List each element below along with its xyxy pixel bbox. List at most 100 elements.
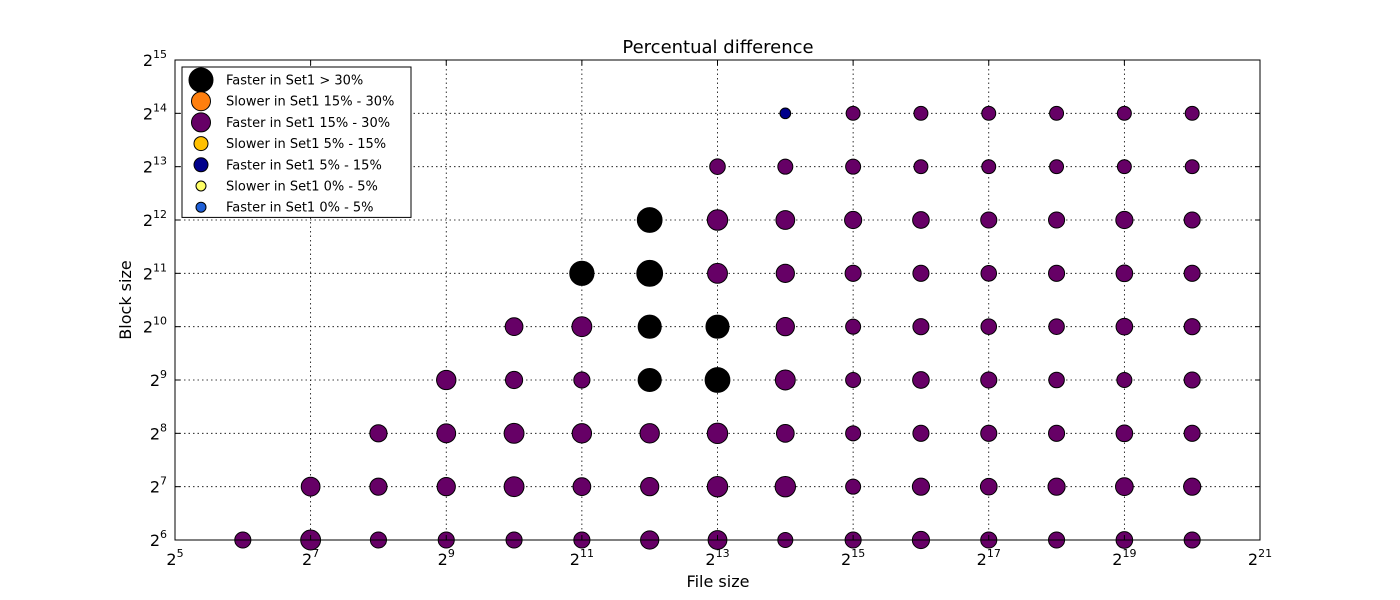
data-point <box>912 371 930 389</box>
data-point <box>779 107 792 120</box>
data-point <box>1047 477 1066 496</box>
x-tick-exponent: 21 <box>1258 547 1272 560</box>
data-point <box>706 475 729 498</box>
x-tick-exponent: 13 <box>716 547 730 560</box>
x-tick-label: 25 <box>166 547 183 569</box>
data-point <box>777 158 794 175</box>
y-tick-base: 2 <box>143 51 153 70</box>
legend-marker <box>193 157 209 173</box>
data-point <box>572 477 592 497</box>
data-point <box>980 371 998 389</box>
y-tick-base: 2 <box>143 104 153 123</box>
x-tick-base: 2 <box>705 550 715 569</box>
data-point <box>1049 159 1065 175</box>
x-axis-label: File size <box>687 572 750 591</box>
y-tick-label: 29 <box>150 368 167 390</box>
data-point <box>912 424 930 442</box>
x-tick-label: 215 <box>841 547 865 569</box>
data-point <box>911 477 931 496</box>
y-tick-exponent: 11 <box>153 261 167 274</box>
data-point <box>774 475 797 498</box>
legend-label: Faster in Set1 0% - 5% <box>226 201 374 216</box>
x-tick-base: 2 <box>570 550 580 569</box>
legend-marker <box>191 112 211 133</box>
axis-ticks: 25 27 29 211 213 215 217 219 2212627282921021121… <box>143 48 1272 569</box>
data-point <box>845 105 861 121</box>
data-point <box>707 262 728 284</box>
y-tick-exponent: 6 <box>160 528 167 541</box>
y-tick-exponent: 12 <box>153 208 167 221</box>
legend: Faster in Set1 > 30% Slower in Set1 15% -… <box>181 66 412 218</box>
legend-label: Slower in Set1 5% - 15% <box>226 137 386 152</box>
legend-marker <box>188 67 214 93</box>
data-point <box>1048 371 1065 389</box>
y-tick-label: 213 <box>143 155 167 177</box>
y-tick-base: 2 <box>143 318 153 337</box>
y-tick-exponent: 14 <box>153 101 167 114</box>
data-point <box>912 264 930 282</box>
y-tick-base: 2 <box>150 424 160 443</box>
x-tick-exponent: 19 <box>1122 547 1136 560</box>
data-point <box>1048 211 1066 229</box>
data-point <box>775 210 796 230</box>
data-point <box>571 316 593 338</box>
data-point <box>636 207 663 233</box>
data-point <box>503 422 525 444</box>
legend-marker <box>193 136 209 152</box>
x-tick-base: 2 <box>1248 550 1258 569</box>
y-tick-base: 2 <box>150 371 160 390</box>
y-tick-exponent: 7 <box>160 475 167 488</box>
x-tick-label: 29 <box>438 547 455 569</box>
data-point <box>980 318 998 335</box>
data-point <box>1184 159 1200 175</box>
y-tick-base: 2 <box>143 211 153 230</box>
data-point <box>573 371 591 389</box>
data-point <box>980 424 998 442</box>
data-point <box>636 259 664 287</box>
data-point <box>845 318 862 335</box>
data-point <box>1048 318 1065 335</box>
data-point <box>1115 424 1134 443</box>
data-point <box>845 478 862 495</box>
data-point <box>503 476 525 498</box>
data-point <box>504 317 524 337</box>
legend-box <box>181 66 412 218</box>
legend-label: Slower in Set1 0% - 5% <box>226 180 378 195</box>
x-tick-base: 2 <box>977 550 987 569</box>
y-tick-exponent: 15 <box>153 48 167 61</box>
data-point <box>981 159 997 175</box>
data-point <box>775 317 795 337</box>
y-axis-label: Block size <box>116 260 135 339</box>
data-point <box>639 423 660 444</box>
data-point <box>1049 105 1065 121</box>
data-point <box>845 425 862 442</box>
y-tick-base: 2 <box>150 531 160 550</box>
data-point <box>1183 477 1202 496</box>
x-tick-exponent: 17 <box>987 547 1001 560</box>
data-point <box>640 477 660 497</box>
data-point <box>775 423 795 443</box>
data-point <box>1184 105 1200 121</box>
y-tick-label: 215 <box>143 48 167 70</box>
data-point <box>706 209 729 231</box>
data-point <box>1183 371 1201 389</box>
x-tick-exponent: 15 <box>851 547 865 560</box>
legend-marker <box>191 91 211 112</box>
x-tick-label: 221 <box>1248 547 1272 569</box>
x-tick-base: 2 <box>166 550 176 569</box>
data-point <box>1048 264 1066 282</box>
y-tick-exponent: 10 <box>153 315 167 328</box>
data-point <box>436 477 456 497</box>
x-tick-exponent: 5 <box>177 547 184 560</box>
legend-marker <box>195 180 207 192</box>
x-tick-label: 27 <box>302 547 319 569</box>
y-tick-label: 210 <box>143 315 167 337</box>
data-point <box>369 424 388 443</box>
data-point <box>436 369 457 391</box>
y-tick-label: 27 <box>150 475 167 497</box>
data-point <box>844 210 863 230</box>
data-point <box>1116 105 1132 121</box>
y-tick-exponent: 13 <box>153 155 167 168</box>
data-point <box>774 369 796 391</box>
